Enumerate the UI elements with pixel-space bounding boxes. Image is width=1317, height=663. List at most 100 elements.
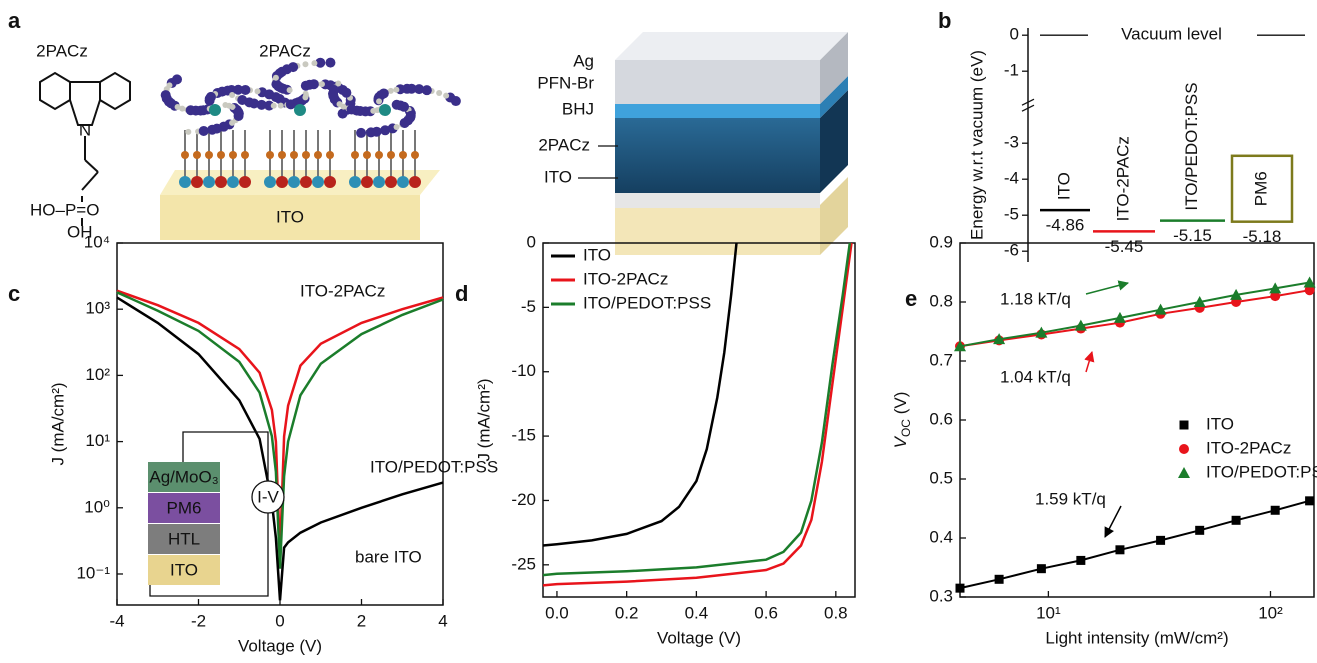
layer-leaders — [578, 145, 618, 179]
point — [1270, 291, 1281, 302]
level-name: ITO/PEDOT:PSS — [1182, 82, 1201, 210]
inset-layer-label: HTL — [168, 529, 200, 548]
atom — [288, 176, 300, 188]
annotation-arrow — [1085, 280, 1130, 295]
atom — [308, 79, 319, 90]
point — [1231, 515, 1241, 525]
atom — [300, 176, 312, 188]
level-value: -5.15 — [1173, 226, 1212, 245]
curve — [542, 242, 852, 577]
atom — [409, 176, 421, 188]
x-tick-label: -2 — [191, 611, 206, 630]
point — [1193, 296, 1206, 307]
atom — [205, 151, 213, 159]
layer-label: PFN-Br — [537, 73, 594, 92]
atom — [215, 176, 227, 188]
molecule-structure — [39, 71, 131, 226]
y-tick-label: -10 — [511, 361, 536, 380]
x-tick-label: 10² — [1258, 603, 1283, 622]
fit-line — [959, 499, 1310, 590]
point — [1305, 496, 1315, 506]
legend-marker — [1179, 444, 1189, 454]
legend-label: ITO-2PACz — [583, 269, 668, 288]
atom — [256, 99, 267, 110]
atom — [335, 80, 342, 87]
y-axis-label: J (mA/cm²) — [48, 382, 67, 465]
atom — [249, 98, 260, 109]
y-axis-subscript: OC — [899, 419, 913, 437]
y-tick-label: 0.6 — [929, 409, 953, 428]
panel-label: e — [905, 286, 917, 311]
atom — [399, 101, 410, 112]
atom — [376, 98, 383, 105]
curve — [116, 291, 444, 569]
y-tick-label: 0.3 — [929, 586, 953, 605]
curve-annotation: ITO-2PACz — [300, 281, 385, 300]
reference-label: Vacuum level — [1121, 25, 1222, 44]
y-axis-label: VOC (V) — [891, 392, 913, 449]
atom — [387, 87, 394, 94]
level-value: -5.45 — [1105, 237, 1144, 256]
level-name: ITO — [1054, 172, 1073, 200]
y-tick-label: 0.9 — [929, 232, 953, 251]
panel-label: a — [8, 8, 21, 33]
atom — [264, 176, 276, 188]
atom — [405, 110, 416, 121]
atom — [436, 90, 443, 97]
point — [1269, 282, 1282, 294]
atom — [272, 74, 279, 81]
substrate — [160, 195, 420, 240]
atom — [385, 176, 397, 188]
x-tick-label: 2 — [357, 611, 366, 630]
atom — [285, 99, 296, 110]
x-axis-label: Voltage (V) — [238, 636, 322, 655]
atom — [290, 151, 298, 159]
atom — [264, 100, 275, 111]
atom — [266, 151, 274, 159]
y-tick-label: 10⁰ — [84, 497, 110, 516]
x-tick-label: -4 — [109, 611, 124, 630]
meter — [251, 480, 285, 514]
x-tick-label: 0.0 — [545, 603, 569, 622]
atom — [160, 90, 171, 101]
y-tick-label: 10⁴ — [84, 232, 110, 251]
y-tick-label: 10¹ — [85, 431, 110, 450]
legend-marker — [1179, 420, 1189, 430]
x-tick-label: 0.2 — [615, 603, 639, 622]
y-tick-label: 0.8 — [929, 291, 953, 310]
atom — [271, 79, 282, 90]
atom — [302, 94, 309, 101]
y-tick-label: 0.7 — [929, 350, 953, 369]
point — [1270, 505, 1280, 515]
atom — [179, 105, 186, 112]
atom — [397, 176, 409, 188]
point — [1115, 545, 1125, 555]
y-tick-label: -15 — [511, 426, 536, 445]
atom — [229, 92, 236, 99]
point — [1304, 285, 1315, 296]
molecule-title: 2PACz — [36, 41, 88, 60]
slope-annotation: 1.04 kT/q — [1000, 367, 1071, 386]
axis-break — [1021, 98, 1035, 112]
inset-layer — [148, 462, 220, 492]
level-value: -5.18 — [1243, 227, 1282, 246]
atom — [450, 96, 461, 107]
annotation-arrow — [1084, 350, 1095, 373]
atom — [387, 151, 395, 159]
y-axis-label: Energy w.r.t vacuum (eV) — [967, 50, 986, 240]
atom — [402, 83, 413, 94]
atom — [254, 88, 261, 95]
y-axis-label: J (mA/cm²) — [474, 378, 493, 461]
y-tick-label: -1 — [1004, 61, 1019, 80]
point — [1154, 303, 1167, 315]
point — [1230, 288, 1243, 300]
legend-label: ITO/PEDOT:PSS — [1206, 462, 1317, 481]
slope-annotation: 1.59 kT/q — [1035, 489, 1106, 508]
atom — [399, 117, 410, 128]
point — [994, 574, 1004, 584]
atom — [315, 57, 326, 68]
layer-label: BHJ — [562, 99, 594, 118]
atom — [239, 176, 251, 188]
atom — [337, 108, 348, 119]
